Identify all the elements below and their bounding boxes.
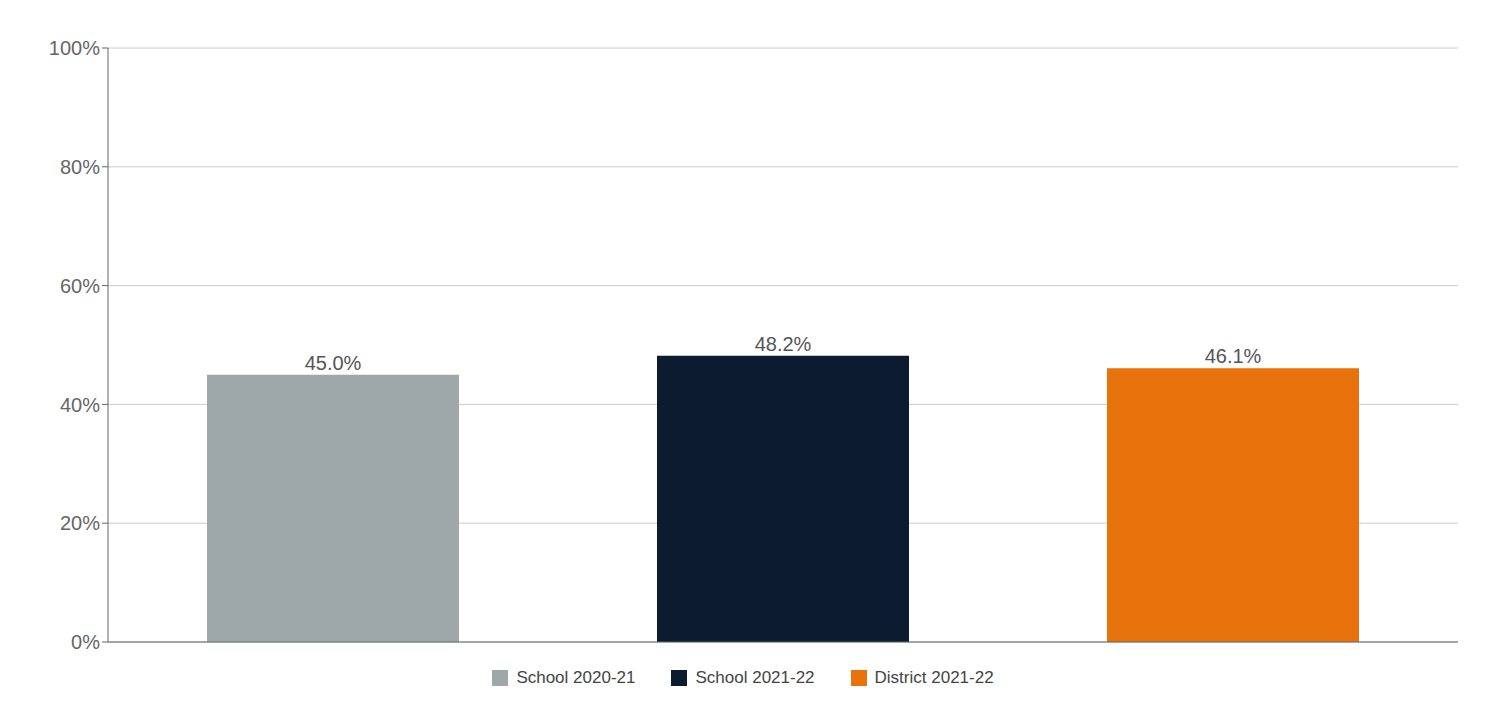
html-text:School 2021-22: School 2021-22 <box>695 668 815 687</box>
svg-text:45.0%: 45.0% <box>305 352 362 374</box>
svg-text:100%: 100% <box>49 37 100 59</box>
svg-text:40%: 40% <box>60 394 100 416</box>
svg-text:80%: 80% <box>60 156 100 178</box>
svg-text:60%: 60% <box>60 275 100 297</box>
html-text:School 2020-21: School 2020-21 <box>516 668 636 687</box>
svg-text:20%: 20% <box>60 512 100 534</box>
html-text:District 2021-22: District 2021-22 <box>874 668 994 687</box>
svg-text:48.2%: 48.2% <box>755 333 812 355</box>
svg-text:0%: 0% <box>71 631 100 653</box>
svg-text:46.1%: 46.1% <box>1205 345 1262 367</box>
